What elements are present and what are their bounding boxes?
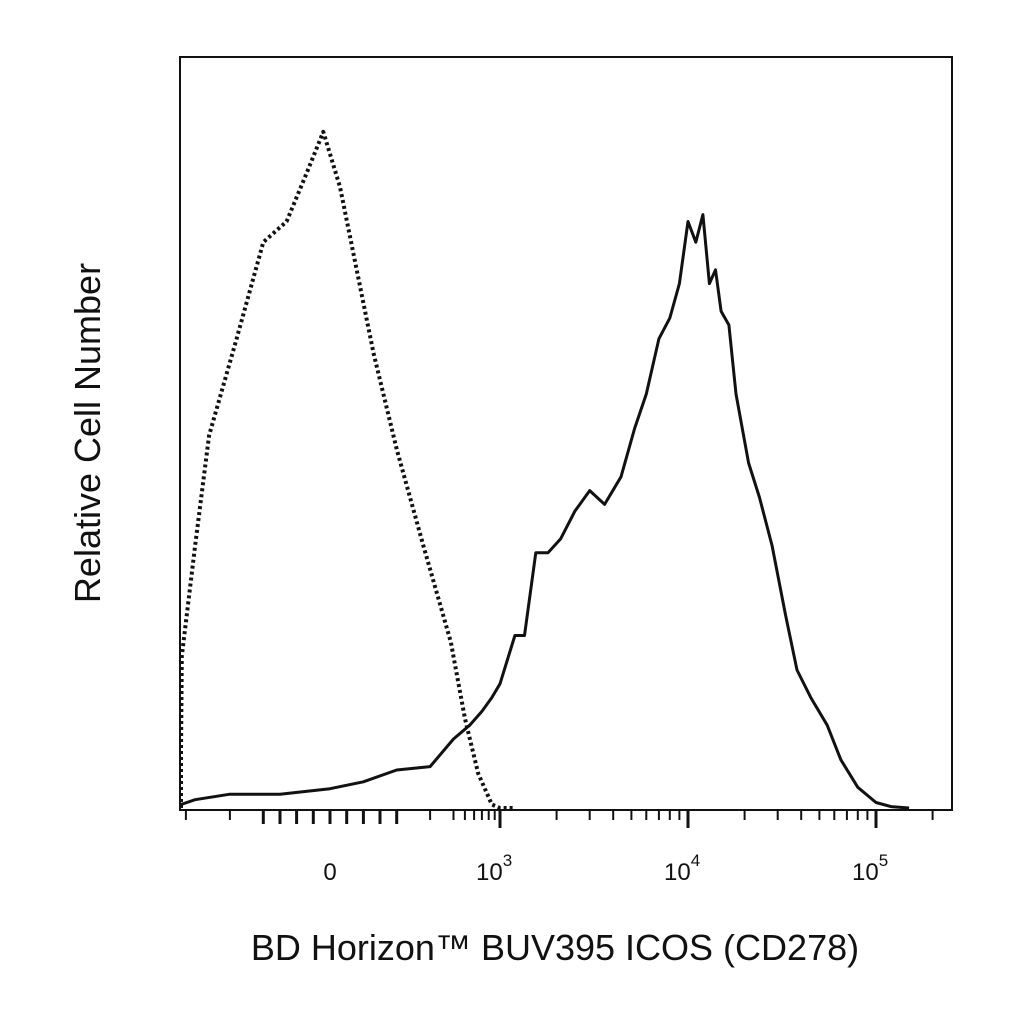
x-tick-label: 104 xyxy=(664,851,700,886)
x-tick-label: 103 xyxy=(476,851,512,886)
x-axis-label: BD Horizon™ BUV395 ICOS (CD278) xyxy=(251,927,859,968)
x-axis-ticks xyxy=(184,810,934,828)
series-layer xyxy=(179,129,910,810)
series-line-dotted xyxy=(179,129,515,810)
y-axis-label: Relative Cell Number xyxy=(67,263,108,603)
x-tick-label: 105 xyxy=(852,851,888,886)
x-axis-tick-labels: 0 103 104 105 xyxy=(323,851,888,886)
plot-frame xyxy=(179,56,953,811)
series-line-solid xyxy=(179,213,910,810)
x-tick-label: 0 xyxy=(323,859,336,886)
